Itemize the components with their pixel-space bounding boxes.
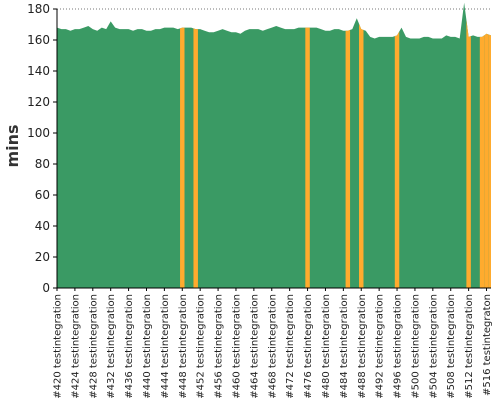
x-tick-label-20: #500 testintegration xyxy=(410,294,421,399)
x-tick-label-6: #444 testintegration xyxy=(160,294,171,399)
y-tick-label-140: 140 xyxy=(27,64,50,78)
x-tick-label-2: #428 testintegration xyxy=(88,294,99,399)
y-tick-label-40: 40 xyxy=(35,219,50,233)
highlight-build-448 xyxy=(180,27,185,288)
x-tick-label-17: #488 testintegration xyxy=(357,294,368,399)
y-tick-label-80: 80 xyxy=(35,157,50,171)
axes xyxy=(56,9,491,289)
y-tick-label-160: 160 xyxy=(27,33,50,47)
x-tick-label-7: #448 testintegration xyxy=(178,294,189,399)
y-tick-label-60: 60 xyxy=(35,188,50,202)
highlight-build-496 xyxy=(394,31,400,288)
highlight-build-485 xyxy=(345,29,351,289)
x-axis-ticks: #420 testintegration #424 testintegration… xyxy=(53,288,493,399)
x-tick-label-16: #484 testintegration xyxy=(339,294,350,399)
x-tick-label-8: #452 testintegration xyxy=(196,294,207,399)
highlight-build-451 xyxy=(193,28,198,288)
x-tick-label-15: #480 testintegration xyxy=(321,294,332,399)
y-tick-label-180: 180 xyxy=(27,2,50,16)
y-tick-label-120: 120 xyxy=(27,95,50,109)
highlight-build-488 xyxy=(359,23,364,288)
x-tick-label-0: #420 testintegration xyxy=(53,294,64,399)
x-tick-label-11: #464 testintegration xyxy=(249,294,260,399)
y-axis-label: mins xyxy=(3,124,22,167)
highlight-build-517 xyxy=(488,34,491,289)
x-tick-label-10: #460 testintegration xyxy=(231,294,242,399)
x-tick-label-5: #440 testintegration xyxy=(142,294,153,399)
highlight-build-516 xyxy=(484,33,489,288)
x-tick-label-4: #436 testintegration xyxy=(124,294,135,399)
x-tick-label-13: #472 testintegration xyxy=(285,294,296,399)
x-tick-label-23: #512 testintegration xyxy=(464,294,475,399)
highlight-build-476 xyxy=(305,27,310,288)
series-build-duration xyxy=(57,2,491,289)
x-tick-label-1: #424 testintegration xyxy=(70,294,81,399)
y-tick-label-100: 100 xyxy=(27,126,50,140)
y-tick-label-0: 0 xyxy=(42,281,50,295)
x-tick-label-18: #492 testintegration xyxy=(375,294,386,399)
highlight-build-512 xyxy=(466,19,471,288)
x-tick-label-3: #432 testintegration xyxy=(106,294,117,399)
area-series xyxy=(57,2,491,289)
x-tick-label-22: #508 testintegration xyxy=(446,294,457,399)
highlight-build-515 xyxy=(479,35,485,288)
y-tick-label-20: 20 xyxy=(35,250,50,264)
y-axis-ticks: 0 20 40 60 80 100 120 140 160 180 xyxy=(27,2,57,295)
x-tick-label-19: #496 testintegration xyxy=(393,294,404,399)
x-tick-label-24: #516 testintegraton xyxy=(482,294,493,396)
x-tick-label-21: #504 testintegration xyxy=(428,294,439,399)
x-tick-label-12: #468 testintegration xyxy=(267,294,278,399)
x-tick-label-14: #476 testintegration xyxy=(303,294,314,399)
x-tick-label-9: #456 testintegration xyxy=(214,294,225,399)
